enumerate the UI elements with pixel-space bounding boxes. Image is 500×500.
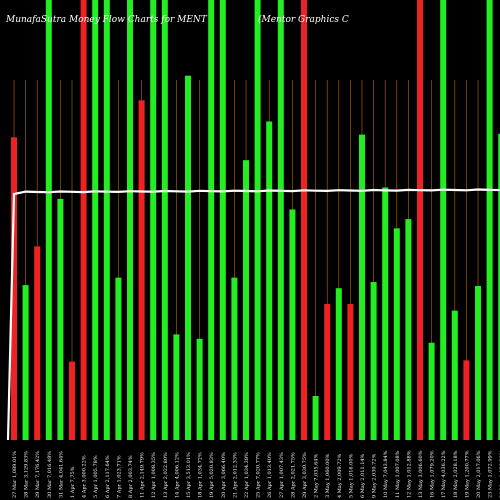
- x-tick-label: 12 Apr 1,008.35%: [151, 452, 157, 498]
- x-tick-label: 29 Mar 7,176.42%: [35, 451, 41, 498]
- x-tick-label: 21 Apr 2,012.33%: [232, 452, 238, 498]
- chart-title-right: (Mentor Graphics C: [258, 14, 349, 25]
- x-tick-label: 29 Apr 3,030.75%: [302, 452, 308, 498]
- x-tick-label: 7 Apr 1,023.71%: [116, 455, 122, 498]
- x-tick-label: 27 Mar 1,089.01%: [12, 451, 18, 498]
- bar: [231, 277, 238, 440]
- x-tick-label: 6 Apr 2,117.64%: [105, 455, 111, 498]
- x-tick-label: 19 Apr 5,020.83%: [209, 452, 215, 498]
- bar: [289, 209, 296, 440]
- bar: [382, 187, 389, 440]
- x-tick-label: 2 May 7,035.64%: [314, 453, 320, 498]
- bar: [428, 342, 435, 440]
- x-tick-label: 10 May 7,043.84%: [383, 450, 389, 498]
- bar: [486, 0, 493, 440]
- bar: [440, 0, 447, 440]
- x-tick-label: 23 May 1,072.99%: [488, 450, 494, 498]
- x-tick-label: 26 Apr 1,013.40%: [267, 452, 273, 498]
- x-tick-label: 18 May 2,028.18%: [453, 450, 459, 498]
- x-tick-label: 17 May 4,036.22%: [441, 450, 447, 498]
- x-tick-label: 28 Apr 2,021.75%: [290, 452, 296, 498]
- bar: [127, 0, 133, 440]
- x-tick-label: 18 Apr 1,034.72%: [198, 452, 204, 498]
- bar: [45, 0, 52, 440]
- x-tick-label: 25 Apr 7,020.77%: [256, 452, 262, 498]
- bar: [359, 134, 365, 440]
- x-tick-label: 22 Apr 1,034.38%: [244, 452, 250, 498]
- x-tick-label: 20 Apr 3,066.40%: [221, 452, 227, 498]
- x-tick-label: 5 Apr 1,005.78%: [93, 455, 99, 498]
- bar: [335, 288, 342, 440]
- chart-title-left: MunafaSutra Money Flow Charts for MENT: [5, 15, 208, 25]
- bar: [370, 282, 377, 440]
- bar: [69, 361, 75, 440]
- bar: [405, 219, 412, 440]
- money-flow-line: [6, 188, 500, 441]
- x-tick-label: 4 Apr 3,000.22%: [82, 455, 88, 498]
- bar: [92, 0, 99, 440]
- x-tick-label: 15 Apr 3,513.01%: [186, 452, 192, 498]
- x-tick-label: 28 Mar 3,129.83%: [24, 451, 30, 498]
- bar: [266, 121, 273, 440]
- bar: [22, 285, 29, 440]
- bar: [277, 0, 284, 440]
- x-tick-label: 31 Mar 4,041.64%: [58, 451, 64, 498]
- x-tick-label: 6 May 2,011.14%: [360, 453, 366, 498]
- x-tick-label: 8 Apr 2,003.74%: [128, 455, 134, 498]
- x-tick-label: 14 Apr 4,006.12%: [174, 452, 180, 498]
- x-tick-label: 4 May 2,009.72%: [337, 453, 343, 498]
- bar: [475, 286, 481, 440]
- x-tick-label: 19 May 1,200.77%: [464, 450, 470, 498]
- x-tick-label: 16 May 1,079.20%: [430, 450, 436, 498]
- bar: [243, 160, 249, 440]
- x-tick-label: 13 May 3,006.60%: [418, 450, 424, 498]
- x-tick-label: 20 May 2,017.06%: [476, 450, 482, 498]
- bar: [185, 75, 191, 441]
- bar: [219, 0, 226, 440]
- bar: [138, 100, 145, 440]
- x-tick-label: 1 Apr 7,75%: [70, 466, 76, 498]
- bar: [301, 0, 307, 440]
- x-tick-label: 5 May 1,016.00%: [348, 453, 354, 498]
- bar: [498, 133, 500, 440]
- bar: [312, 396, 319, 440]
- bar-series: [11, 0, 500, 441]
- x-tick-label: 3 May 1,060.00%: [325, 453, 331, 498]
- bar: [324, 304, 331, 440]
- bar: [103, 0, 110, 440]
- x-tick-label: 30 Mar 7,016.48%: [47, 451, 53, 498]
- bar: [173, 334, 180, 440]
- bar: [347, 304, 354, 440]
- bar: [417, 0, 423, 440]
- bar: [393, 228, 400, 440]
- x-tick-label: 27 Apr 1,007.43%: [279, 452, 285, 498]
- x-tick-label: 9 May 2,030.72%: [372, 453, 378, 498]
- bar: [196, 338, 203, 440]
- bar: [161, 0, 168, 440]
- bar: [150, 0, 157, 440]
- bar: [208, 0, 215, 440]
- x-tick-label: 11 Apr 2,149.79%: [140, 452, 146, 498]
- x-tick-label: 13 Apr 2,022.80%: [163, 452, 169, 498]
- x-tick-label: 12 May 1,012.88%: [406, 450, 412, 498]
- bar: [463, 360, 470, 440]
- bar: [254, 0, 261, 440]
- bar: [57, 198, 64, 440]
- bar: [115, 277, 122, 440]
- bar: [34, 246, 41, 440]
- bar: [451, 310, 458, 440]
- x-tick-label: 11 May 1,007.08%: [395, 450, 401, 498]
- bar: [11, 137, 17, 440]
- bar: [80, 0, 87, 440]
